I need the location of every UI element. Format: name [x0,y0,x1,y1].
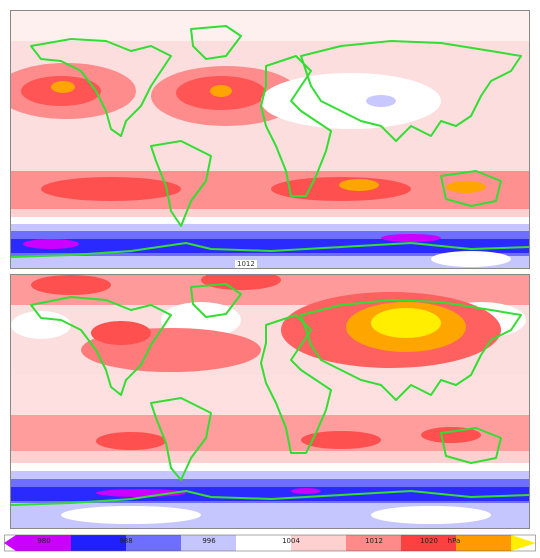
pressure-colorbar: 980 988 996 1004 1012 1020 hPa [4,533,536,553]
map-panel-bottom [10,274,530,529]
colorbar-tick-1012: 1012 [365,537,383,545]
colorbar-unit: hPa [447,537,461,545]
map-panel-top: 1012 [10,10,530,269]
colorbar-tick-1020: 1020 [420,537,438,545]
colorbar-swatch-2 [71,535,126,551]
colorbar-swatch-7 [346,535,401,551]
colorbar-max-arrow [511,535,536,551]
colorbar-swatch-5 [236,535,291,551]
pressure-map-bottom [11,275,529,528]
colorbar-tick-1004: 1004 [282,537,300,545]
colorbar-tick-996: 996 [202,537,216,545]
colorbar-swatch-3 [126,535,181,551]
colorbar-swatch-4 [181,535,236,551]
colorbar-swatch-9 [456,535,511,551]
colorbar-min-arrow [4,535,16,551]
colorbar-tick-988: 988 [119,537,133,545]
colorbar-swatch-6 [291,535,346,551]
pressure-map-top [11,11,529,268]
colorbar-swatch-1 [16,535,71,551]
colorbar-swatches [4,534,536,552]
colorbar-swatch-8 [401,535,456,551]
strip-label-top: 1012 [235,260,257,268]
colorbar-tick-980: 980 [37,537,51,545]
